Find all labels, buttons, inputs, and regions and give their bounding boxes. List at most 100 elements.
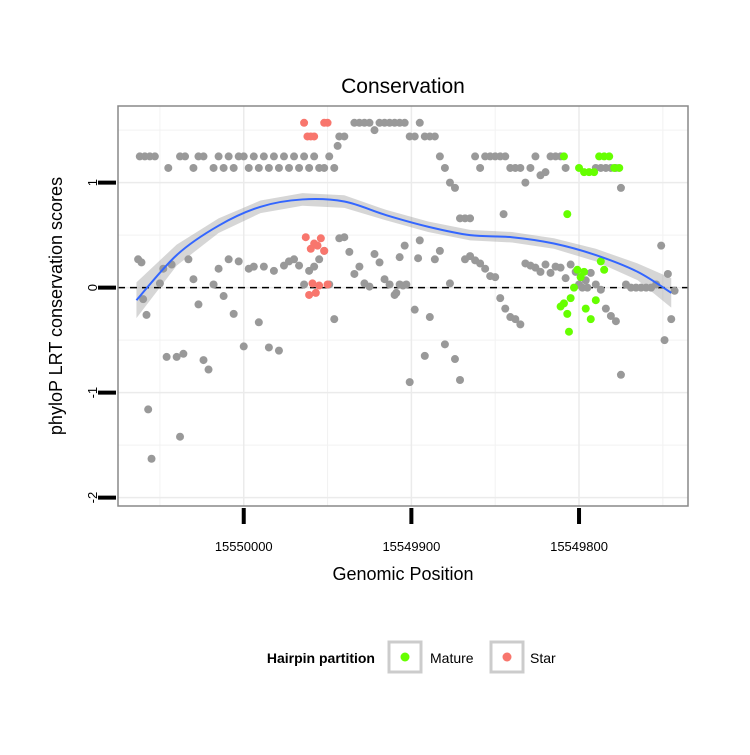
data-point-mature [581, 304, 590, 313]
data-point-other [350, 269, 359, 278]
legend-entry-star: Star [489, 640, 556, 674]
data-point-other [466, 214, 475, 223]
data-point-other [516, 320, 525, 329]
smooth-confidence-band [136, 193, 672, 319]
data-point-other [501, 152, 510, 161]
data-point-other [395, 280, 404, 289]
x-axis-label: Genomic Position [332, 564, 473, 584]
data-point-other [330, 163, 339, 172]
data-point-other [244, 163, 253, 172]
data-point-other [445, 178, 454, 187]
data-point-other [501, 304, 510, 313]
data-point-other [516, 163, 525, 172]
data-point-other [425, 313, 434, 322]
data-point-other [325, 152, 334, 161]
data-point-other [320, 163, 329, 172]
legend-dot-mature [400, 652, 410, 662]
data-point-other [667, 315, 676, 324]
legend-key-mature [387, 640, 423, 674]
data-point-other [355, 262, 364, 271]
data-point-other [189, 275, 198, 284]
smooth-curve [135, 198, 672, 301]
data-point-mature [556, 302, 565, 311]
data-point-mature [559, 152, 568, 161]
data-point-star [300, 118, 309, 127]
data-point-star [310, 132, 319, 141]
data-point-other [147, 454, 156, 463]
data-point-other [172, 352, 181, 361]
x-axis: 15550000 15549900 15549800 [215, 508, 608, 554]
data-point-other [285, 163, 293, 172]
data-point-other [521, 178, 530, 187]
data-point-star [313, 241, 322, 250]
data-point-other [440, 340, 449, 349]
data-point-other [660, 336, 669, 345]
data-point-other [176, 432, 185, 441]
confidence-band [136, 193, 672, 319]
data-point-other [365, 282, 374, 291]
legend-key-star [489, 640, 525, 674]
data-point-mature [615, 163, 624, 172]
data-point-other [249, 152, 258, 161]
data-point-star [308, 279, 317, 288]
y-axis: -2 -1 0 1 [85, 179, 116, 503]
data-point-other [254, 163, 263, 172]
data-point-other [340, 132, 349, 141]
data-point-mature [563, 309, 572, 318]
data-point-other [219, 292, 228, 301]
data-point-other [430, 255, 439, 264]
data-point-other [415, 236, 424, 245]
data-point-other [606, 311, 615, 320]
data-point-other [345, 247, 354, 256]
data-point-other [511, 315, 520, 324]
data-point-other [199, 356, 208, 365]
data-point-other [224, 152, 233, 161]
data-point-star [316, 234, 325, 243]
data-point-other [194, 300, 203, 309]
data-point-other [663, 269, 672, 278]
data-point-other [315, 255, 324, 264]
data-point-other [310, 262, 319, 271]
data-point-other [279, 152, 288, 161]
data-point-other [616, 183, 625, 192]
data-point-other [229, 163, 238, 172]
data-point-other [405, 378, 414, 387]
data-point-other [370, 250, 379, 259]
legend-title: Hairpin partition [267, 650, 375, 666]
data-point-other [142, 310, 151, 319]
data-point-other [491, 273, 500, 282]
data-point-other [259, 152, 268, 161]
data-point-other [234, 257, 243, 266]
data-point-other [274, 163, 283, 172]
data-point-other [295, 261, 304, 270]
data-point-mature [573, 265, 582, 274]
data-point-other [290, 152, 299, 161]
data-point-other [526, 163, 535, 172]
data-point-mature [564, 327, 573, 336]
data-point-other [150, 152, 159, 161]
data-point-other [199, 152, 208, 161]
legend-dot-star [502, 652, 512, 662]
data-point-other [214, 264, 223, 273]
data-point-star [315, 281, 324, 290]
plot-panel [117, 105, 689, 507]
data-point-other [496, 294, 505, 303]
data-point-other [430, 132, 439, 141]
data-point-other [415, 118, 424, 127]
x-tick-label: 15549900 [382, 539, 440, 554]
data-point-other [456, 376, 464, 385]
data-point-other [224, 255, 233, 264]
data-point-other [531, 152, 540, 161]
data-point-other [229, 309, 238, 318]
data-point-other [310, 152, 319, 161]
data-point-mature [566, 294, 575, 303]
data-point-other [657, 241, 666, 250]
data-point-other [471, 152, 480, 161]
data-point-other [450, 355, 459, 364]
data-point-other [385, 280, 394, 289]
data-point-other [219, 163, 228, 172]
x-tick-label: 15549800 [550, 539, 608, 554]
data-point-other [420, 351, 429, 360]
data-point-other [290, 255, 299, 264]
